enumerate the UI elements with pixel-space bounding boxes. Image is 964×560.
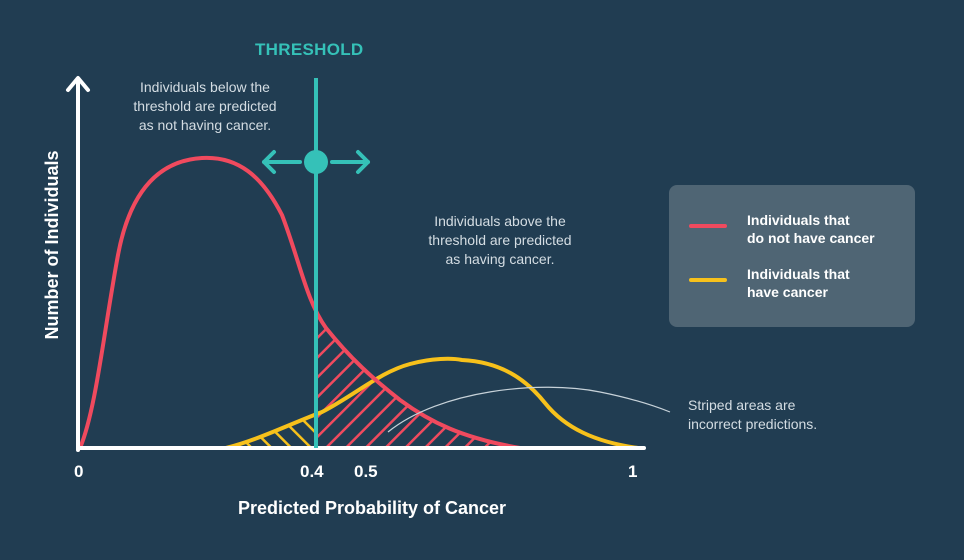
legend-item-cancer: Individuals that have cancer: [687, 265, 907, 305]
legend-swatch-red: [689, 224, 727, 228]
threshold-left-arrow-icon[interactable]: [262, 150, 302, 174]
x-tick-label: 0.4: [300, 462, 324, 481]
legend-label: Individuals that have cancer: [747, 266, 850, 300]
threshold-title: THRESHOLD: [255, 40, 364, 59]
x-tick-label: 1: [628, 462, 638, 481]
y-axis-arrowhead: [66, 76, 90, 92]
legend-label: Individuals that do not have cancer: [747, 212, 875, 246]
no-cancer-distribution-curve: [78, 155, 522, 450]
false-positive-region: [316, 310, 520, 448]
annotation-above-threshold: Individuals above the threshold are pred…: [428, 213, 572, 267]
cancer-distribution-curve: [224, 356, 640, 450]
striped-annotation-leader: [387, 386, 671, 433]
y-axis-label: Number of Individuals: [42, 150, 62, 340]
x-tick-label: 0.5: [354, 462, 378, 481]
false-negative-region: [226, 414, 316, 448]
legend-item-no-cancer: Individuals that do not have cancer: [687, 211, 907, 251]
legend: Individuals that do not have cancer Indi…: [669, 185, 915, 327]
annotation-below-threshold: Individuals below the threshold are pred…: [133, 79, 277, 133]
x-tick-label: 0: [74, 462, 84, 481]
x-axis-label: Predicted Probability of Cancer: [237, 498, 507, 518]
threshold-right-arrow-icon[interactable]: [330, 150, 370, 174]
threshold-handle[interactable]: [304, 150, 328, 174]
legend-swatch-yellow: [689, 278, 727, 282]
annotation-striped-areas: Striped areas are incorrect predictions.: [688, 397, 818, 432]
